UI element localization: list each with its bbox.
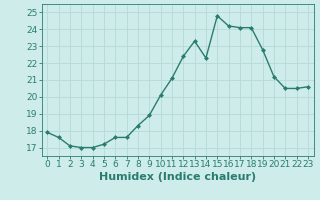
X-axis label: Humidex (Indice chaleur): Humidex (Indice chaleur) (99, 172, 256, 182)
